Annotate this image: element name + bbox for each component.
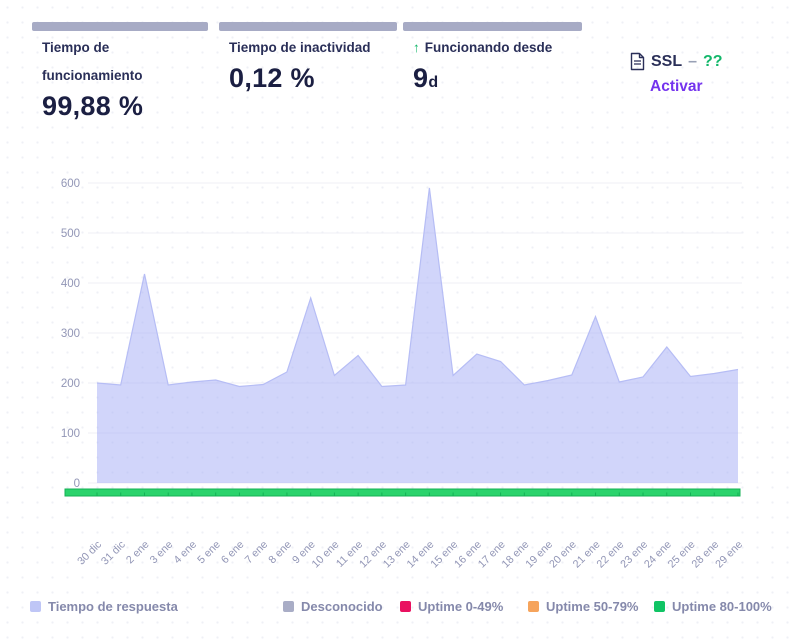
svg-text:3 ene: 3 ene [148,539,176,567]
svg-text:31 dic: 31 dic [99,538,128,567]
legend-item-unknown[interactable]: Desconocido [283,599,383,614]
card-top-bar [32,22,208,31]
legend-swatch-unknown [283,601,294,612]
svg-text:100: 100 [61,428,80,440]
uptime-card: Tiempo de funcionamiento 99,88 % [32,22,208,122]
svg-text:29 ene: 29 ene [713,539,745,571]
ssl-status: ?? [703,52,723,70]
ssl-activate-button[interactable]: Activar [650,78,703,95]
area-series [96,187,739,483]
legend-item-uptime-50-79[interactable]: Uptime 50-79% [528,599,638,614]
ssl-separator: – [688,52,698,70]
downtime-label: Tiempo de inactividad [229,40,371,55]
card-top-bar [219,22,397,31]
svg-text:6 ene: 6 ene [219,539,247,567]
uptime-label: Tiempo de funcionamiento [42,40,143,83]
svg-text:600: 600 [61,178,80,190]
uptime-value: 99,88 % [42,91,144,121]
card-top-bar [403,22,582,31]
downtime-card: Tiempo de inactividad 0,12 % [219,22,397,94]
svg-text:8 ene: 8 ene [266,539,294,567]
legend-swatch-uptime-80-100 [654,601,665,612]
svg-text:30 dic: 30 dic [75,538,104,567]
certificate-icon [630,52,645,71]
svg-text:500: 500 [61,228,80,240]
svg-text:5 ene: 5 ene [195,539,223,567]
up-since-value: 9d [413,63,439,93]
legend-swatch-uptime-0-49 [400,601,411,612]
arrow-up-icon: ↑ [413,40,420,55]
uptime-bar [64,488,741,497]
ssl-section: SSL – ?? Activar [630,52,723,96]
downtime-value: 0,12 % [229,63,315,93]
up-since-card: ↑ Funcionando desde 9d [403,22,582,94]
svg-text:4 ene: 4 ene [171,539,199,567]
legend-swatch-response-time [30,601,41,612]
svg-text:10 ene: 10 ene [310,539,342,571]
legend-swatch-uptime-50-79 [528,601,539,612]
svg-text:7 ene: 7 ene [243,539,271,567]
svg-text:2 ene: 2 ene [124,539,152,567]
legend-item-response-time[interactable]: Tiempo de respuesta [30,599,178,614]
legend-item-uptime-80-100[interactable]: Uptime 80-100% [654,599,772,614]
svg-text:400: 400 [61,278,80,290]
up-since-label: ↑ Funcionando desde [413,40,553,55]
svg-text:200: 200 [61,378,80,390]
legend-item-uptime-0-49[interactable]: Uptime 0-49% [400,599,503,614]
ssl-label: SSL [651,52,683,70]
svg-text:300: 300 [61,328,80,340]
svg-text:0: 0 [74,478,80,490]
